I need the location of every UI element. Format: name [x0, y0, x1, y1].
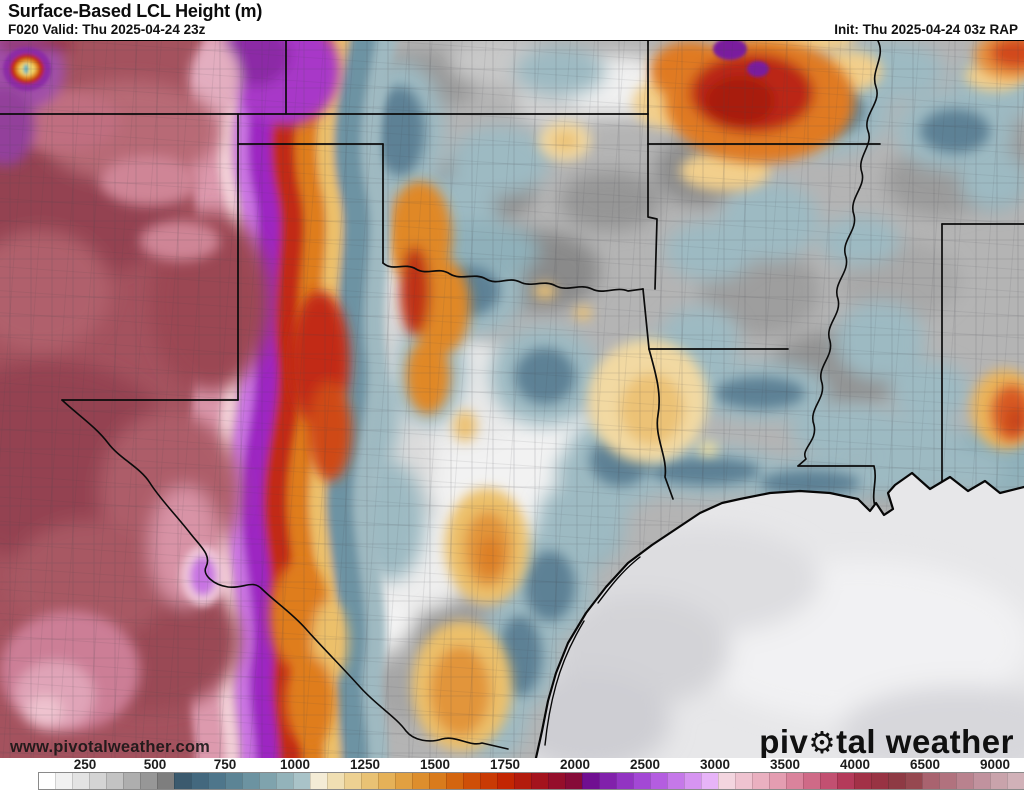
color-scale-segment [650, 773, 667, 789]
color-scale-segment [463, 773, 480, 789]
coastline [534, 471, 1024, 758]
color-scale-segment [599, 773, 616, 789]
color-scale-segment [157, 773, 174, 789]
color-scale-tick: 2000 [559, 757, 591, 772]
color-scale-segment [616, 773, 633, 789]
color-scale-segment [735, 773, 752, 789]
color-scale-segment [854, 773, 871, 789]
color-scale-segment [429, 773, 446, 789]
page-title: Surface-Based LCL Height (m) [8, 1, 263, 21]
color-scale-segment [140, 773, 157, 789]
color-scale-segment [667, 773, 684, 789]
model-init-label: Init: Thu 2025-04-24 03z RAP [834, 22, 1018, 37]
color-scale-segment [106, 773, 123, 789]
color-scale-segment [922, 773, 939, 789]
color-scale-segment [327, 773, 344, 789]
rivers [61, 41, 882, 750]
color-scale-segment [684, 773, 701, 789]
color-scale-segment [123, 773, 140, 789]
color-scale-segment [786, 773, 803, 789]
color-scale-segment [701, 773, 718, 789]
color-scale-tick: 500 [143, 757, 167, 772]
color-scale-segment [191, 773, 208, 789]
lcl-color-scale: 250 500 750 1000 1250 1500 1750 2000 2500 3000 350… [0, 757, 1024, 791]
state-borders [0, 41, 1024, 512]
color-scale-tick: 1000 [279, 757, 311, 772]
color-scale-segment [837, 773, 854, 789]
color-scale-segment [565, 773, 582, 789]
watermark-url: www.pivotalweather.com [10, 738, 211, 756]
color-scale-segment [939, 773, 956, 789]
color-scale-tick: 3000 [699, 757, 731, 772]
color-scale-segment [1007, 773, 1024, 789]
color-scale-segment [990, 773, 1007, 789]
color-scale-segment [871, 773, 888, 789]
color-scale-tick: 4000 [839, 757, 871, 772]
color-scale-segment [361, 773, 378, 789]
color-scale-segment [242, 773, 259, 789]
color-scale-segment [276, 773, 293, 789]
color-scale-segment [582, 773, 599, 789]
logo-text-post: tal weather [836, 723, 1014, 759]
color-scale-tick: 1500 [419, 757, 451, 772]
color-scale-segment [174, 773, 191, 789]
color-scale-segment [497, 773, 514, 789]
color-scale-segment [378, 773, 395, 789]
forecast-valid-label: F020 Valid: Thu 2025-04-24 23z [8, 22, 206, 37]
color-scale-segment [956, 773, 973, 789]
map-header: Surface-Based LCL Height (m) F020 Valid:… [0, 0, 1024, 40]
color-scale-segment [752, 773, 769, 789]
color-scale-segment [39, 773, 55, 789]
color-scale-segment [412, 773, 429, 789]
color-scale-segment [480, 773, 497, 789]
color-scale-segment [395, 773, 412, 789]
color-scale-segment [973, 773, 990, 789]
color-scale-segment [548, 773, 565, 789]
gear-icon: ⚙ [808, 727, 837, 759]
lcl-map-graphic [0, 41, 1024, 758]
color-scale-segment [293, 773, 310, 789]
color-scale-segment [803, 773, 820, 789]
color-scale-segment [89, 773, 106, 789]
rio-grande-river [61, 399, 509, 750]
color-scale-segment [310, 773, 327, 789]
color-scale-segment [514, 773, 531, 789]
color-scale-segment [55, 773, 72, 789]
color-scale-segment [633, 773, 650, 789]
color-scale-segment [531, 773, 548, 789]
color-scale-tick: 1250 [349, 757, 381, 772]
lcl-height-map: www.pivotalweather.com piv⚙tal weather [0, 40, 1024, 759]
color-scale-tick: 6500 [909, 757, 941, 772]
color-scale-segment [208, 773, 225, 789]
color-scale-segment [446, 773, 463, 789]
color-scale-segment [888, 773, 905, 789]
logo-text-pre: piv [759, 723, 809, 759]
pivotal-weather-logo: piv⚙tal weather [759, 723, 1014, 759]
color-scale-segment [905, 773, 922, 789]
color-scale-segment [718, 773, 735, 789]
color-scale-segment [72, 773, 89, 789]
color-scale-segment [769, 773, 786, 789]
color-scale-segment [344, 773, 361, 789]
color-scale-tick: 9000 [979, 757, 1011, 772]
color-scale-bar [38, 772, 1024, 790]
color-scale-tick: 2500 [629, 757, 661, 772]
color-scale-segment [820, 773, 837, 789]
color-scale-segment [259, 773, 276, 789]
color-scale-tick: 250 [73, 757, 97, 772]
color-scale-segment [225, 773, 242, 789]
color-scale-tick: 750 [213, 757, 237, 772]
mississippi-river [797, 41, 882, 467]
color-scale-tick: 3500 [769, 757, 801, 772]
color-scale-tick: 1750 [489, 757, 521, 772]
